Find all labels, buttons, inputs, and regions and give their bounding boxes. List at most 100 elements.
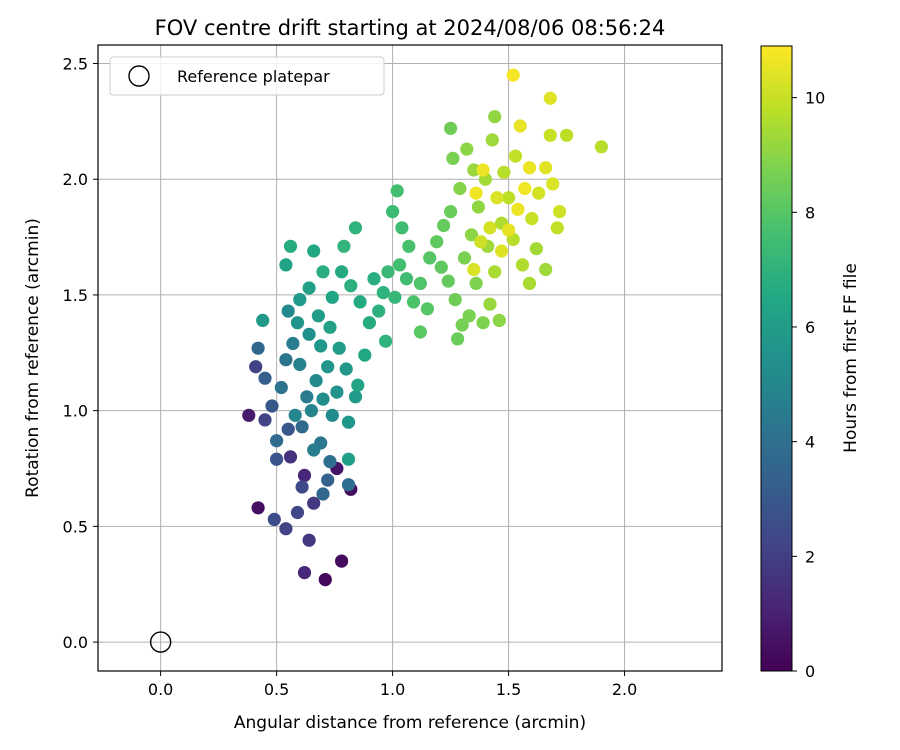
data-point	[330, 385, 344, 399]
data-point	[323, 320, 337, 334]
colorbar-tick-label: 0	[805, 662, 815, 681]
data-point	[488, 110, 502, 124]
x-axis-label: Angular distance from reference (arcmin)	[234, 713, 586, 733]
data-points	[242, 68, 609, 587]
data-point	[430, 235, 444, 249]
data-point	[267, 512, 281, 527]
data-point	[348, 390, 363, 404]
data-point	[490, 191, 504, 205]
data-point	[325, 408, 339, 422]
y-tick-label: 2.5	[63, 55, 88, 74]
data-point	[258, 371, 272, 385]
data-point	[467, 262, 481, 277]
data-point	[413, 276, 427, 290]
data-point	[300, 390, 314, 404]
x-tick-label: 2.0	[612, 680, 637, 699]
data-point	[283, 450, 298, 464]
data-point	[483, 221, 497, 235]
data-point	[316, 487, 330, 501]
data-point	[321, 473, 335, 487]
data-point	[281, 422, 295, 436]
legend: Reference platepar	[109, 56, 385, 96]
x-axis-ticks: 0.0 0.5 1.0 1.5 2.0	[148, 671, 637, 699]
data-point	[251, 341, 265, 355]
data-point	[307, 443, 321, 457]
data-point	[270, 434, 284, 448]
data-point	[295, 420, 309, 434]
data-point	[539, 161, 553, 175]
data-point	[460, 142, 474, 156]
data-point	[388, 290, 402, 304]
data-point	[513, 119, 527, 133]
legend-reference-marker-icon	[128, 65, 150, 87]
data-point	[242, 408, 256, 422]
data-point	[341, 415, 356, 429]
data-point	[485, 133, 499, 147]
grid-lines	[98, 45, 722, 671]
data-point	[318, 573, 332, 587]
colorbar-ticks: 0 2 4 6 8 10	[792, 89, 825, 681]
data-point	[423, 251, 437, 265]
x-tick-label: 0.5	[264, 680, 289, 699]
y-axis-label: Rotation from reference (arcmin)	[23, 218, 43, 498]
x-tick-label: 1.5	[496, 680, 521, 699]
data-point	[297, 468, 312, 482]
data-point	[297, 566, 312, 580]
data-point	[290, 316, 305, 330]
data-point	[539, 262, 553, 277]
data-point	[323, 455, 337, 469]
y-axis-ticks: 0.0 0.5 1.0 1.5 2.0 2.5	[63, 55, 98, 652]
data-point	[290, 505, 305, 520]
data-point	[348, 221, 363, 235]
data-point	[444, 121, 458, 135]
x-tick-label: 0.0	[148, 680, 173, 699]
y-tick-label: 0.0	[63, 633, 88, 652]
data-point	[518, 181, 532, 196]
data-point	[293, 293, 307, 307]
data-point	[367, 272, 381, 286]
data-point	[307, 496, 321, 510]
data-point	[307, 244, 321, 258]
data-point	[314, 339, 328, 353]
data-point	[497, 165, 511, 179]
data-point	[522, 276, 537, 290]
data-point	[495, 244, 509, 258]
data-point	[249, 360, 263, 374]
data-point	[502, 191, 516, 205]
data-point	[304, 404, 318, 418]
data-point	[358, 348, 372, 362]
data-point	[469, 186, 483, 200]
colorbar-gradient	[760, 45, 793, 672]
colorbar-tick-label: 4	[805, 433, 815, 452]
colorbar-tick-label: 6	[805, 318, 815, 337]
colorbar-tick-label: 2	[805, 547, 815, 566]
data-point	[474, 235, 488, 249]
data-point	[532, 186, 546, 200]
data-point	[279, 522, 293, 536]
data-point	[283, 239, 298, 253]
data-point	[309, 374, 323, 388]
data-point	[453, 181, 467, 196]
data-point	[381, 265, 395, 279]
data-point	[467, 163, 481, 177]
data-point	[543, 91, 557, 105]
data-point	[395, 221, 409, 235]
data-point	[469, 276, 483, 290]
data-point	[483, 297, 497, 311]
data-point	[321, 360, 335, 374]
data-point	[265, 399, 279, 413]
colorbar-tick-label: 10	[805, 89, 825, 108]
data-point	[316, 392, 330, 406]
data-point	[379, 334, 393, 348]
reference-marker	[149, 631, 172, 653]
data-point	[258, 413, 272, 427]
data-point	[476, 163, 490, 177]
data-point	[302, 327, 316, 341]
data-point	[546, 177, 560, 191]
data-point	[393, 258, 407, 272]
data-point	[341, 452, 356, 466]
data-point	[279, 353, 293, 367]
data-point	[286, 336, 300, 351]
data-point	[522, 161, 537, 175]
data-point	[295, 480, 309, 494]
